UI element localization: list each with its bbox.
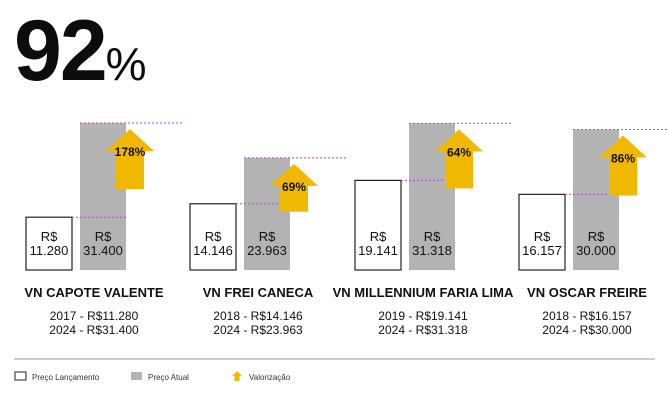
valorization-arrow [435,129,483,189]
launch-price-label: R$ 19.141 [358,229,398,258]
chart-group-3: 64% R$ 19.141 R$ 31.318 VN MILLENNIUM FARIA L… [333,122,514,337]
valorization-label: 178% [115,145,146,159]
chart-group-1: 178% R$ 11.280 R$ 31.400 VN CAPOTE VALENTE 201… [24,122,182,337]
current-price-label: R$ 31.400 [83,229,123,258]
chart-group-2: 69% R$ 14.146 R$ 23.963 VN FREI CANECA 2018 - … [189,157,346,337]
development-name: VN OSCAR FREIRE [527,285,647,300]
year-line-launch: 2018 - R$16.157 [542,309,632,323]
current-price-label: R$ 31.318 [412,229,452,258]
year-line-current: 2024 - R$30.000 [542,323,632,337]
valorization-arrow [599,135,647,196]
launch-price-bar [518,193,566,271]
launch-price-label: R$ 11.280 [30,229,69,258]
current-price-label: R$ 23.963 [247,229,287,258]
year-line-current: 2024 - R$23.963 [213,323,303,337]
headline-percentage: 92% [14,8,147,94]
year-line-launch: 2019 - R$19.141 [378,309,468,323]
legend-swatch-current [131,372,142,380]
legend-swatch-arrow [232,371,242,381]
headline-unit: % [105,38,147,90]
year-line-launch: 2017 - R$11.280 [50,309,139,323]
legend-swatch-launch [14,371,27,381]
valorization-arrow [106,129,154,189]
legend-label: Preço Atual [148,373,189,382]
legend-label: Valorização [249,373,291,382]
legend-label: Preço Lançamento [32,373,100,382]
development-name: VN CAPOTE VALENTE [24,285,163,300]
year-line-launch: 2018 - R$14.146 [213,309,303,323]
valorization-arrow [270,163,318,212]
launch-price-bar [189,203,237,271]
development-name: VN MILLENNIUM FARIA LIMA [333,285,514,300]
launch-price-bar [25,216,73,271]
valorization-label: 86% [611,152,635,166]
legend: Preço Lançamento Preço Atual Valorização [14,371,291,382]
year-line-current: 2024 - R$31.318 [378,323,468,337]
launch-price-bar [354,179,402,271]
current-price-label: R$ 30.000 [576,229,616,258]
launch-price-label: R$ 14.146 [193,229,233,258]
development-name: VN FREI CANECA [203,285,314,300]
valorization-label: 69% [282,180,306,194]
valorization-label: 64% [447,145,471,159]
year-line-current: 2024 - R$31.400 [49,323,139,337]
headline-value: 92 [14,3,108,99]
launch-price-label: R$ 16.157 [522,229,562,258]
chart-group-4: 86% R$ 16.157 R$ 30.000 VN OSCAR FREIRE 2018 -… [518,129,669,337]
